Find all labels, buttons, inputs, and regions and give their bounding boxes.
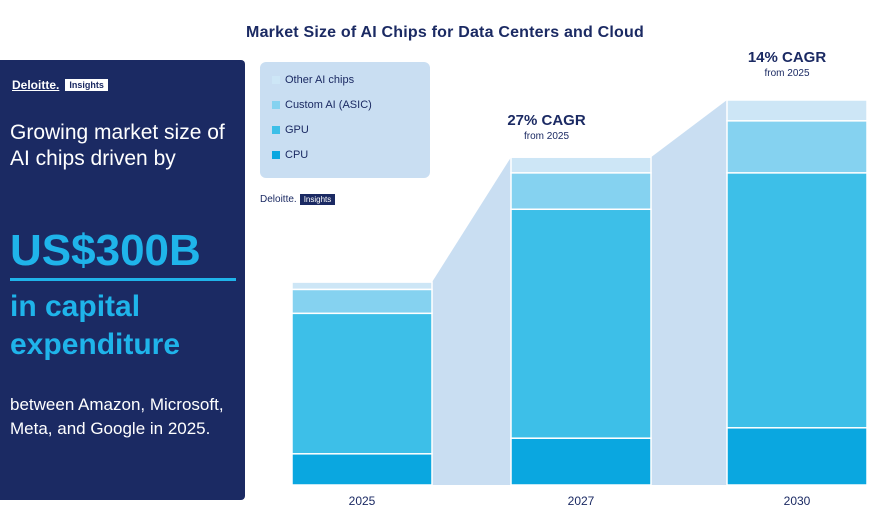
bar-segment-custom-ai-asic- <box>510 172 652 211</box>
legend-label: Custom AI (ASIC) <box>285 99 372 111</box>
chart-legend: Other AI chips Custom AI (ASIC) GPU CPU <box>260 62 430 178</box>
legend-swatch <box>272 76 280 84</box>
bar-segment-other-ai-chips <box>291 281 433 291</box>
bar-segment-cpu <box>291 453 433 486</box>
panel-note: between Amazon, Microsoft, Meta, and Goo… <box>10 395 224 438</box>
legend-item: Other AI chips <box>272 74 354 86</box>
insight-panel: Deloitte. Insights Growing market size o… <box>0 60 245 500</box>
bar-segment-custom-ai-asic- <box>726 120 868 174</box>
bar-segment-gpu <box>726 172 868 429</box>
x-tick-label: 2030 <box>784 494 811 508</box>
growth-connector <box>651 100 727 485</box>
chart-title: Market Size of AI Chips for Data Centers… <box>246 24 644 41</box>
legend-label: CPU <box>285 149 309 161</box>
legend-swatch <box>272 126 280 134</box>
legend-label: GPU <box>285 124 309 136</box>
bar-segment-other-ai-chips <box>510 156 652 174</box>
brand-tag: Insights <box>65 79 108 91</box>
bar-segment-custom-ai-asic- <box>291 288 433 315</box>
panel-subheadline: in capital expenditure <box>10 290 181 361</box>
cagr-annotation-sub: from 2025 <box>764 68 809 79</box>
x-tick-label: 2027 <box>568 494 595 508</box>
bar-segment-other-ai-chips <box>726 99 868 122</box>
cagr-annotation: 14% CAGR <box>748 49 827 66</box>
legend-item: Custom AI (ASIC) <box>272 99 372 111</box>
legend-item: CPU <box>272 149 308 161</box>
cagr-annotation: 27% CAGR <box>507 112 586 129</box>
bar-segment-gpu <box>291 312 433 455</box>
source-tag: Insights <box>299 194 336 205</box>
growth-connector <box>432 157 511 485</box>
legend-item: GPU <box>272 124 309 136</box>
legend-label: Other AI chips <box>285 74 355 86</box>
legend-swatch <box>272 151 280 159</box>
source-credit: Deloitte. Insights <box>260 194 336 205</box>
bar-segment-cpu <box>726 427 868 486</box>
source-label: Deloitte. <box>260 194 297 205</box>
brand-logo[interactable]: Deloitte. <box>12 78 60 92</box>
panel-headline-value: US$300B <box>10 226 236 281</box>
bar-segment-cpu <box>510 437 652 486</box>
brand-row: Deloitte. Insights <box>12 78 108 92</box>
cagr-annotation-sub: from 2025 <box>524 131 569 142</box>
legend-swatch <box>272 101 280 109</box>
bar-segment-gpu <box>510 208 652 439</box>
x-tick-label: 2025 <box>349 494 376 508</box>
panel-lead-text: Growing market size of AI chips driven b… <box>10 121 225 170</box>
